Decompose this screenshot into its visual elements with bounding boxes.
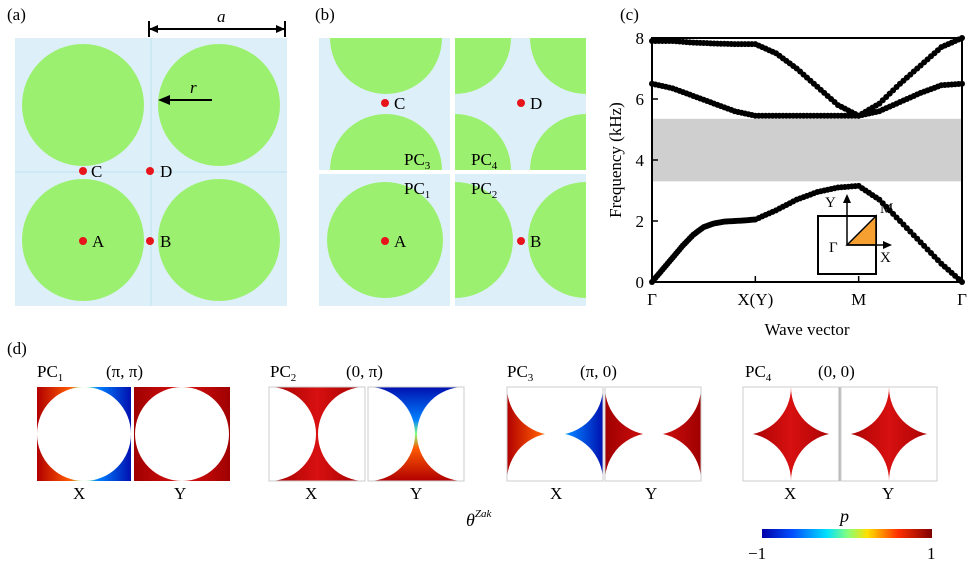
point-d-label: D [530,94,542,113]
pc2-y-label: Y [410,484,422,503]
point-d [146,167,154,175]
scatterer-circle [158,44,280,166]
scatterer-half [528,182,586,298]
band-point [959,279,965,285]
x-axis-label: Wave vector [765,320,850,339]
panel-c-label: (c) [620,5,639,24]
radius-label: r [190,78,197,97]
x-tick-label: Γ [957,290,967,309]
inset-x-label: X [880,250,891,266]
panel-d: (d) PC1 (π, π) X Y PC2 (0, π) [7,339,938,563]
y-axis-label: Frequency (kHz) [606,102,625,218]
band-point [959,80,965,87]
pc3-title: PC3 [507,362,534,384]
arrowhead [276,25,285,33]
pc4-zak-phase: (0, 0) [818,362,855,381]
point-b [517,237,525,245]
pc4-label: PC4 [471,150,498,172]
band-structure-chart: 0 2 4 6 8 Γ X(Y) M Γ Wave vector Frequency (kHz) [606,29,967,339]
point-b-label: B [160,232,171,251]
pc1-zak-phase: (π, π) [106,362,143,381]
pc1-y-label: Y [174,484,186,503]
scatterer-quarter [455,38,511,94]
panel-b-label: (b) [315,5,335,24]
panel-a: (a) a r A B C D [7,5,287,306]
point-a-label: A [394,232,407,251]
colorbar [762,529,932,538]
pc1-field-x [37,387,131,481]
x-tick-label: M [851,290,866,309]
scatterer-half [330,114,442,170]
pc3-field-x [506,386,604,482]
arrowhead [158,95,170,105]
inset-y-label: Y [825,195,836,211]
pc1-label: PC1 [404,179,430,201]
pc2-title: PC2 [270,362,296,384]
zak-phase-symbol: θZak [466,508,492,530]
arrowhead [149,25,158,33]
point-a [381,237,389,245]
pc1-title: PC1 [37,362,63,384]
pc3-label: PC3 [404,150,431,172]
scatterer-quarter [530,114,586,170]
x-tick-label: Γ [647,290,657,309]
y-tick-label: 4 [636,151,645,170]
y-tick-label: 2 [636,212,645,231]
pc2-zak-phase: (0, π) [346,362,383,381]
pc4-field-y [840,386,938,482]
panel-a-label: (a) [7,5,26,24]
pc3-x-label: X [550,484,562,503]
pc3-field-y [604,386,702,482]
panel-c: (c) 0 2 4 6 8 Γ X(Y) M Γ Wave vector Frequency (kH… [606,5,967,339]
band-gap [652,118,962,182]
point-c [381,99,389,107]
scatterer-half [330,38,442,94]
scatterer-quarter [455,114,511,170]
scatterer-half [455,182,513,298]
brillouin-zone-inset: Y M Γ X [817,194,893,275]
point-b [146,237,154,245]
arrowhead [883,241,892,249]
x-tick-label: X(Y) [737,290,773,309]
pc3-y-label: Y [645,484,657,503]
point-b-label: B [530,232,541,251]
point-a [79,237,87,245]
panel-d-label: (d) [7,339,27,358]
colorbar-max: 1 [927,544,936,563]
inset-m-label: M [880,201,893,217]
point-c-label: C [91,162,102,181]
pc2-field-y [367,386,465,482]
lattice-constant-label: a [217,7,226,26]
scatterer-circle [22,44,144,166]
point-c [79,167,87,175]
pc1-field-y [134,387,230,481]
point-d [517,99,525,107]
colorbar-min: −1 [748,544,766,563]
band-point [959,35,965,41]
scatterer-circle [158,179,280,301]
point-d-label: D [160,162,172,181]
inset-gamma-label: Γ [829,240,838,256]
colorbar-title: p [838,506,849,526]
point-a-label: A [92,232,105,251]
panel-b: (b) PC3 PC4 PC1 PC2 A B C D [315,5,586,306]
y-tick-label: 0 [636,273,645,292]
pc4-title: PC4 [745,362,772,384]
pc2-x-label: X [305,484,317,503]
arrowhead [843,194,851,203]
point-c-label: C [394,94,405,113]
scatterer-quarter [530,38,586,94]
pc4-field-x [742,386,840,482]
y-tick-label: 6 [636,90,645,109]
pc2-label: PC2 [471,179,497,201]
pc4-x-label: X [784,484,796,503]
pc4-y-label: Y [882,484,894,503]
pc1-x-label: X [73,484,85,503]
pc3-zak-phase: (π, 0) [580,362,617,381]
y-tick-label: 8 [636,29,645,48]
pc2-field-x [268,386,366,482]
